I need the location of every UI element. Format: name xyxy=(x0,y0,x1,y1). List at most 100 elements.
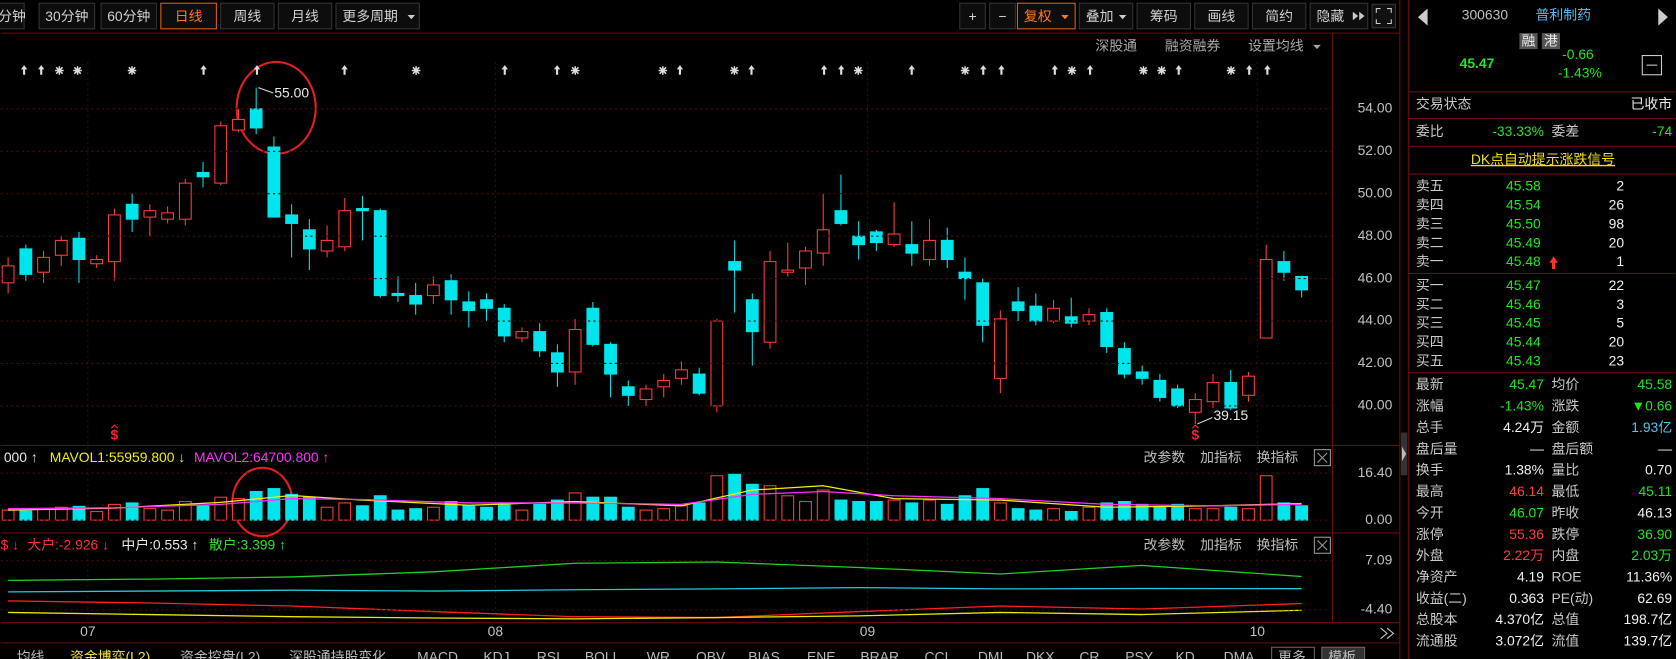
tool-button[interactable] xyxy=(1309,2,1369,30)
tab[interactable]: DMI xyxy=(978,649,1003,659)
tab[interactable]: BRAR xyxy=(860,649,899,659)
tab[interactable]: 资金博弈(L2) xyxy=(70,649,150,659)
period-label[interactable]: 周线 xyxy=(233,8,261,24)
tool-label[interactable]: − xyxy=(998,8,1006,24)
tab[interactable]: 均线 xyxy=(17,649,45,659)
event-arrow[interactable] xyxy=(341,65,348,75)
period-label[interactable]: 60分钟 xyxy=(107,8,150,24)
period-button[interactable] xyxy=(335,2,420,30)
scroll-icon[interactable] xyxy=(1380,627,1395,640)
event-arrow[interactable] xyxy=(38,65,45,75)
event-star[interactable] xyxy=(73,66,82,75)
event-arrow[interactable] xyxy=(1175,65,1182,75)
event-star[interactable] xyxy=(730,66,739,75)
tab[interactable]: DKX xyxy=(1026,649,1055,659)
event-arrow[interactable] xyxy=(980,65,987,75)
tab[interactable]: MACD xyxy=(417,649,458,659)
event-arrow[interactable] xyxy=(553,65,561,75)
tab[interactable]: CCI xyxy=(925,649,949,659)
tool-label[interactable]: + xyxy=(969,8,977,24)
tab[interactable]: OBV xyxy=(696,649,726,659)
event-star[interactable] xyxy=(1139,66,1148,75)
event-arrow[interactable] xyxy=(1264,65,1271,75)
event-star[interactable] xyxy=(411,66,421,75)
tool-button[interactable] xyxy=(959,2,986,30)
prev-arrow[interactable] xyxy=(1417,8,1428,26)
signal-link[interactable]: DK点自动提示涨跌信号 xyxy=(1471,151,1615,167)
tab[interactable]: 更多 xyxy=(1278,649,1306,659)
tool-label[interactable]: 隐藏 xyxy=(1316,8,1344,24)
event-arrow[interactable] xyxy=(820,65,828,75)
tab[interactable]: PSY xyxy=(1125,649,1153,659)
event-arrow[interactable] xyxy=(748,65,755,75)
tool-label[interactable]: 简约 xyxy=(1265,8,1293,24)
event-arrow[interactable] xyxy=(501,65,508,75)
tab[interactable]: DMA xyxy=(1224,649,1256,659)
panel-button[interactable]: 改参数 xyxy=(1143,536,1185,552)
tool-button[interactable] xyxy=(1194,2,1249,30)
event-arrow[interactable] xyxy=(1051,65,1059,75)
event-arrow[interactable] xyxy=(838,65,845,75)
tool-button[interactable] xyxy=(1251,2,1307,30)
period-button[interactable] xyxy=(38,2,96,30)
chart-link[interactable]: 深股通 xyxy=(1095,38,1137,54)
tab[interactable]: CR xyxy=(1079,649,1099,659)
chart-link[interactable]: 融资融券 xyxy=(1165,38,1221,54)
panel-button[interactable]: 加指标 xyxy=(1200,536,1242,552)
event-arrow[interactable] xyxy=(253,65,261,75)
tool-label[interactable]: 叠加 xyxy=(1086,8,1114,24)
period-button[interactable] xyxy=(220,2,275,30)
event-arrow[interactable] xyxy=(1086,65,1094,75)
tab[interactable]: 资金控盘(L2) xyxy=(180,649,260,659)
tool-label[interactable]: 画线 xyxy=(1208,8,1236,24)
close-button[interactable] xyxy=(1313,536,1331,554)
panel-button[interactable]: 换指标 xyxy=(1257,536,1299,552)
period-label[interactable]: 30分钟 xyxy=(45,8,88,24)
event-arrow[interactable] xyxy=(1246,65,1253,75)
tab[interactable]: BIAS xyxy=(748,649,780,659)
period-label[interactable]: 更多周期 xyxy=(342,8,398,24)
event-star[interactable] xyxy=(1067,66,1077,75)
tab[interactable]: RSI xyxy=(537,649,560,659)
tool-button[interactable] xyxy=(1136,2,1191,30)
period-button[interactable] xyxy=(100,2,158,30)
period-label[interactable]: 日线 xyxy=(175,8,203,24)
event-arrow[interactable] xyxy=(676,65,684,75)
event-star[interactable] xyxy=(127,66,137,75)
event-arrow[interactable] xyxy=(998,65,1005,75)
tool-label[interactable]: 复权 xyxy=(1024,8,1052,24)
tab-box[interactable] xyxy=(1271,646,1315,659)
tab[interactable]: BOLL xyxy=(585,649,621,659)
tab[interactable]: KDJ xyxy=(483,649,509,659)
panel-button[interactable]: 加指标 xyxy=(1200,449,1242,465)
collapse-button[interactable] xyxy=(1641,55,1663,76)
fullscreen-button[interactable] xyxy=(1371,3,1397,29)
period-label[interactable]: 月线 xyxy=(291,8,319,24)
close-button[interactable] xyxy=(1313,449,1331,467)
event-star[interactable] xyxy=(570,66,580,75)
event-star[interactable] xyxy=(658,66,668,75)
tab[interactable]: WR xyxy=(647,649,670,659)
tool-label[interactable]: 筹码 xyxy=(1150,8,1178,24)
event-arrow[interactable] xyxy=(908,65,915,75)
period-button[interactable] xyxy=(277,2,333,30)
period-button[interactable] xyxy=(160,2,217,30)
tool-button[interactable] xyxy=(989,2,1016,30)
event-star[interactable] xyxy=(1157,66,1166,75)
panel-button[interactable]: 改参数 xyxy=(1143,449,1185,465)
panel-button[interactable]: 换指标 xyxy=(1257,449,1299,465)
chart-link[interactable]: 设置均线 xyxy=(1248,38,1304,54)
tab-box[interactable] xyxy=(1321,646,1366,659)
tab[interactable]: KD xyxy=(1176,649,1195,659)
event-star[interactable] xyxy=(960,66,970,75)
next-arrow[interactable] xyxy=(1658,8,1668,26)
tab[interactable]: 模板 xyxy=(1328,649,1356,659)
tab[interactable]: ENE xyxy=(807,649,836,659)
period-button[interactable] xyxy=(0,2,25,30)
event-arrow[interactable] xyxy=(20,65,28,75)
tab[interactable]: 深股通持股变化 xyxy=(289,649,386,659)
period-label[interactable]: 5分钟 xyxy=(0,8,26,24)
event-star[interactable] xyxy=(1226,66,1236,75)
event-star[interactable] xyxy=(854,66,863,75)
event-star[interactable] xyxy=(55,66,64,75)
